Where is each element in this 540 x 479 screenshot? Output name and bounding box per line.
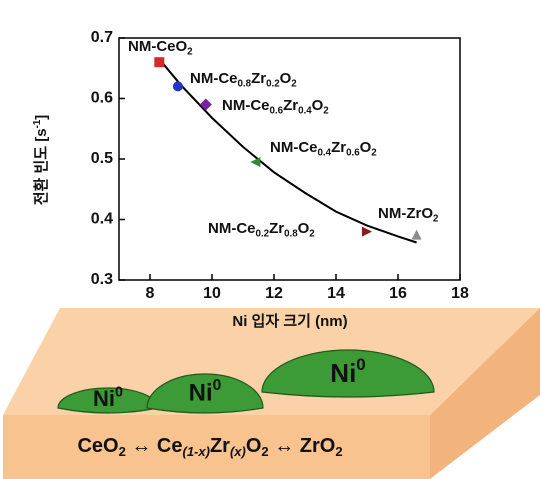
x-tick-label: 14 xyxy=(327,285,345,302)
point-label: NM-Ce0.6Zr0.4O2 xyxy=(222,97,329,116)
ni-particle xyxy=(57,387,159,414)
x-tick-label: 8 xyxy=(146,285,155,302)
x-axis-label: Ni 입자 크기 (nm) xyxy=(232,313,347,330)
y-tick-label: 0.4 xyxy=(91,211,113,228)
particle-label: Ni0 xyxy=(93,384,123,411)
x-tick-label: 12 xyxy=(265,285,283,302)
point xyxy=(362,226,372,237)
y-tick-label: 0.7 xyxy=(91,29,113,46)
x-tick-label: 16 xyxy=(389,285,407,302)
x-tick-label: 18 xyxy=(451,285,469,302)
point-label: NM-CeO2 xyxy=(128,38,193,57)
x-tick-label: 10 xyxy=(203,285,221,302)
ni-particle xyxy=(261,349,435,398)
substrate-front xyxy=(3,415,430,479)
y-axis-label: 전환 빈도 [s-1] xyxy=(31,115,50,206)
point-label: NM-Ce0.4Zr0.6O2 xyxy=(270,139,377,158)
y-tick-label: 0.3 xyxy=(91,271,113,288)
point xyxy=(154,57,165,68)
substrate-label: CeO2 ↔ Ce(1-x)Zr(x)O2 ↔ ZrO2 xyxy=(77,435,342,459)
point-label: NM-ZrO2 xyxy=(378,205,439,224)
y-tick-label: 0.6 xyxy=(91,90,113,107)
point xyxy=(411,229,422,240)
fit-curve xyxy=(158,58,417,244)
y-tick-label: 0.5 xyxy=(91,150,113,167)
point-label: NM-Ce0.8Zr0.2O2 xyxy=(190,70,297,89)
point xyxy=(199,98,212,111)
point-label: NM-Ce0.2Zr0.8O2 xyxy=(208,220,315,239)
particle-label: Ni0 xyxy=(189,377,222,407)
ni-particle xyxy=(146,373,264,414)
point xyxy=(172,81,183,92)
point xyxy=(250,157,261,168)
particle-label: Ni0 xyxy=(330,356,365,389)
substrate-side xyxy=(430,308,540,479)
